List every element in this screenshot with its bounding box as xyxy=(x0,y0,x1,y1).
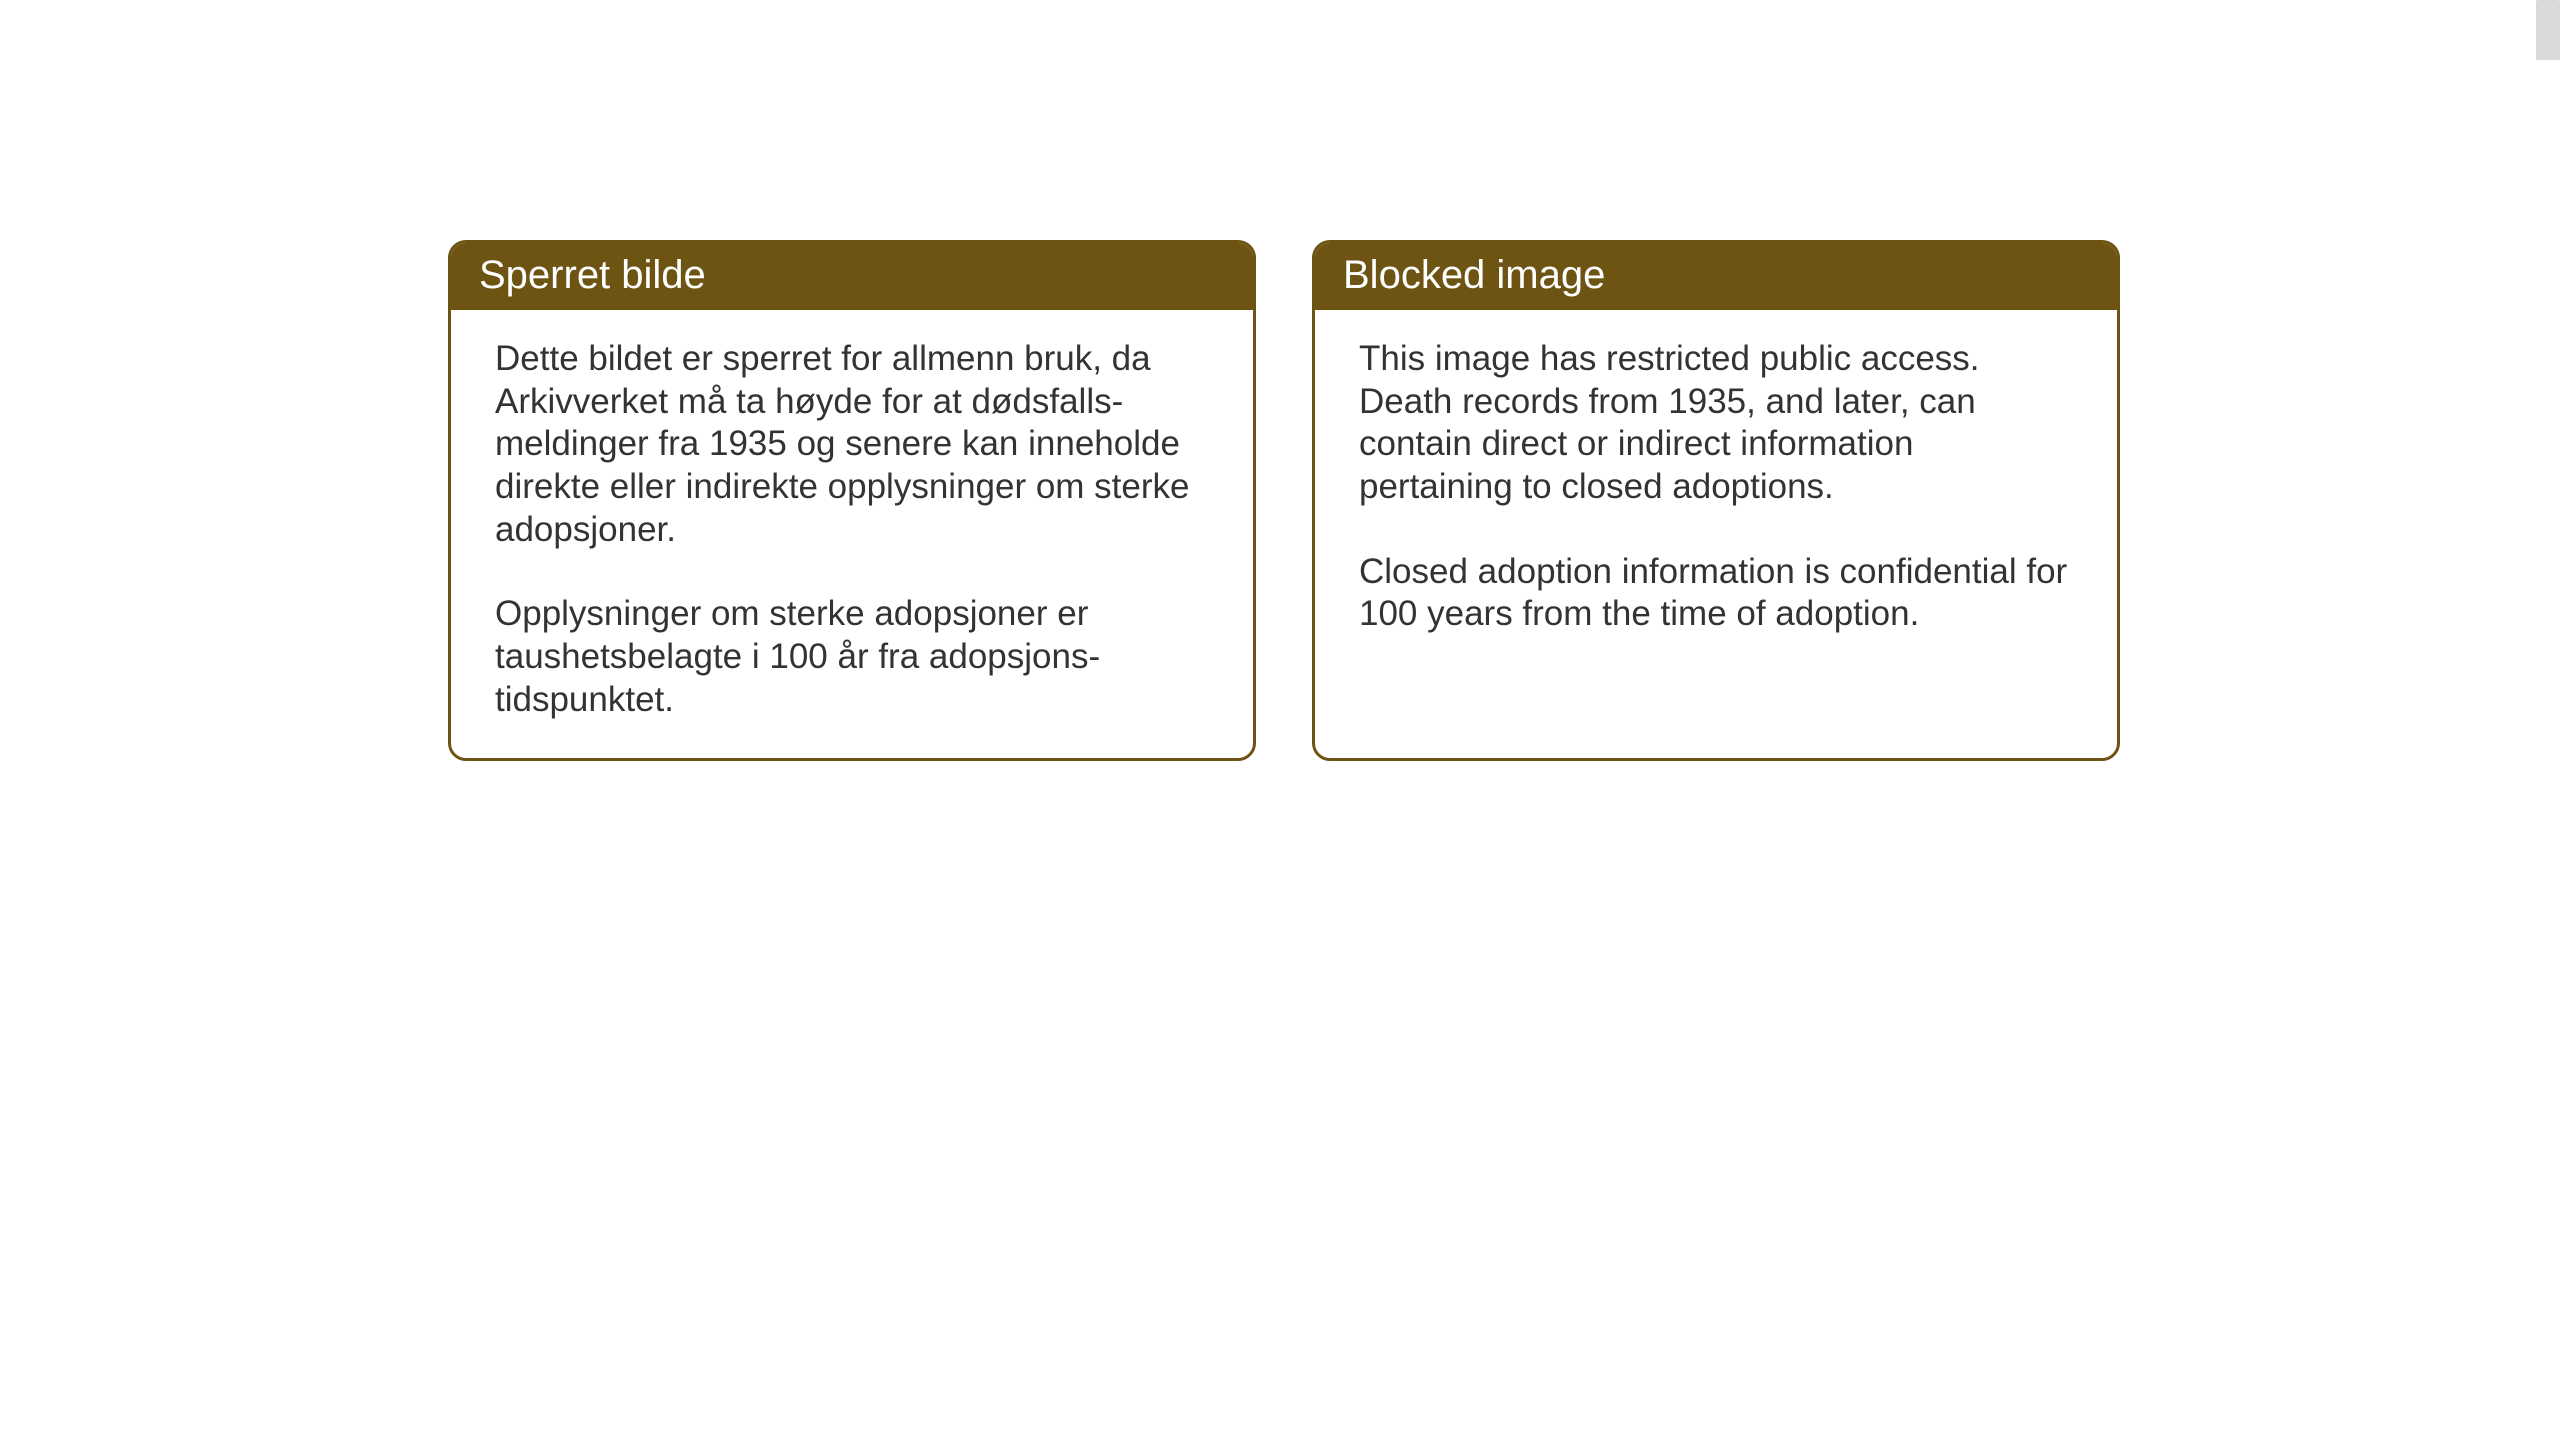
vertical-scrollbar[interactable] xyxy=(2536,0,2560,60)
norwegian-paragraph-1: Dette bildet er sperret for allmenn bruk… xyxy=(495,338,1209,551)
norwegian-card-title: Sperret bilde xyxy=(451,243,1253,310)
english-paragraph-1: This image has restricted public access.… xyxy=(1359,338,2073,509)
english-paragraph-2: Closed adoption information is confident… xyxy=(1359,551,2073,636)
english-notice-card: Blocked image This image has restricted … xyxy=(1312,240,2120,761)
norwegian-notice-card: Sperret bilde Dette bildet er sperret fo… xyxy=(448,240,1256,761)
norwegian-card-body: Dette bildet er sperret for allmenn bruk… xyxy=(451,310,1253,758)
norwegian-paragraph-2: Opplysninger om sterke adopsjoner er tau… xyxy=(495,593,1209,721)
notice-container: Sperret bilde Dette bildet er sperret fo… xyxy=(448,240,2120,761)
english-card-body: This image has restricted public access.… xyxy=(1315,310,2117,672)
english-card-title: Blocked image xyxy=(1315,243,2117,310)
